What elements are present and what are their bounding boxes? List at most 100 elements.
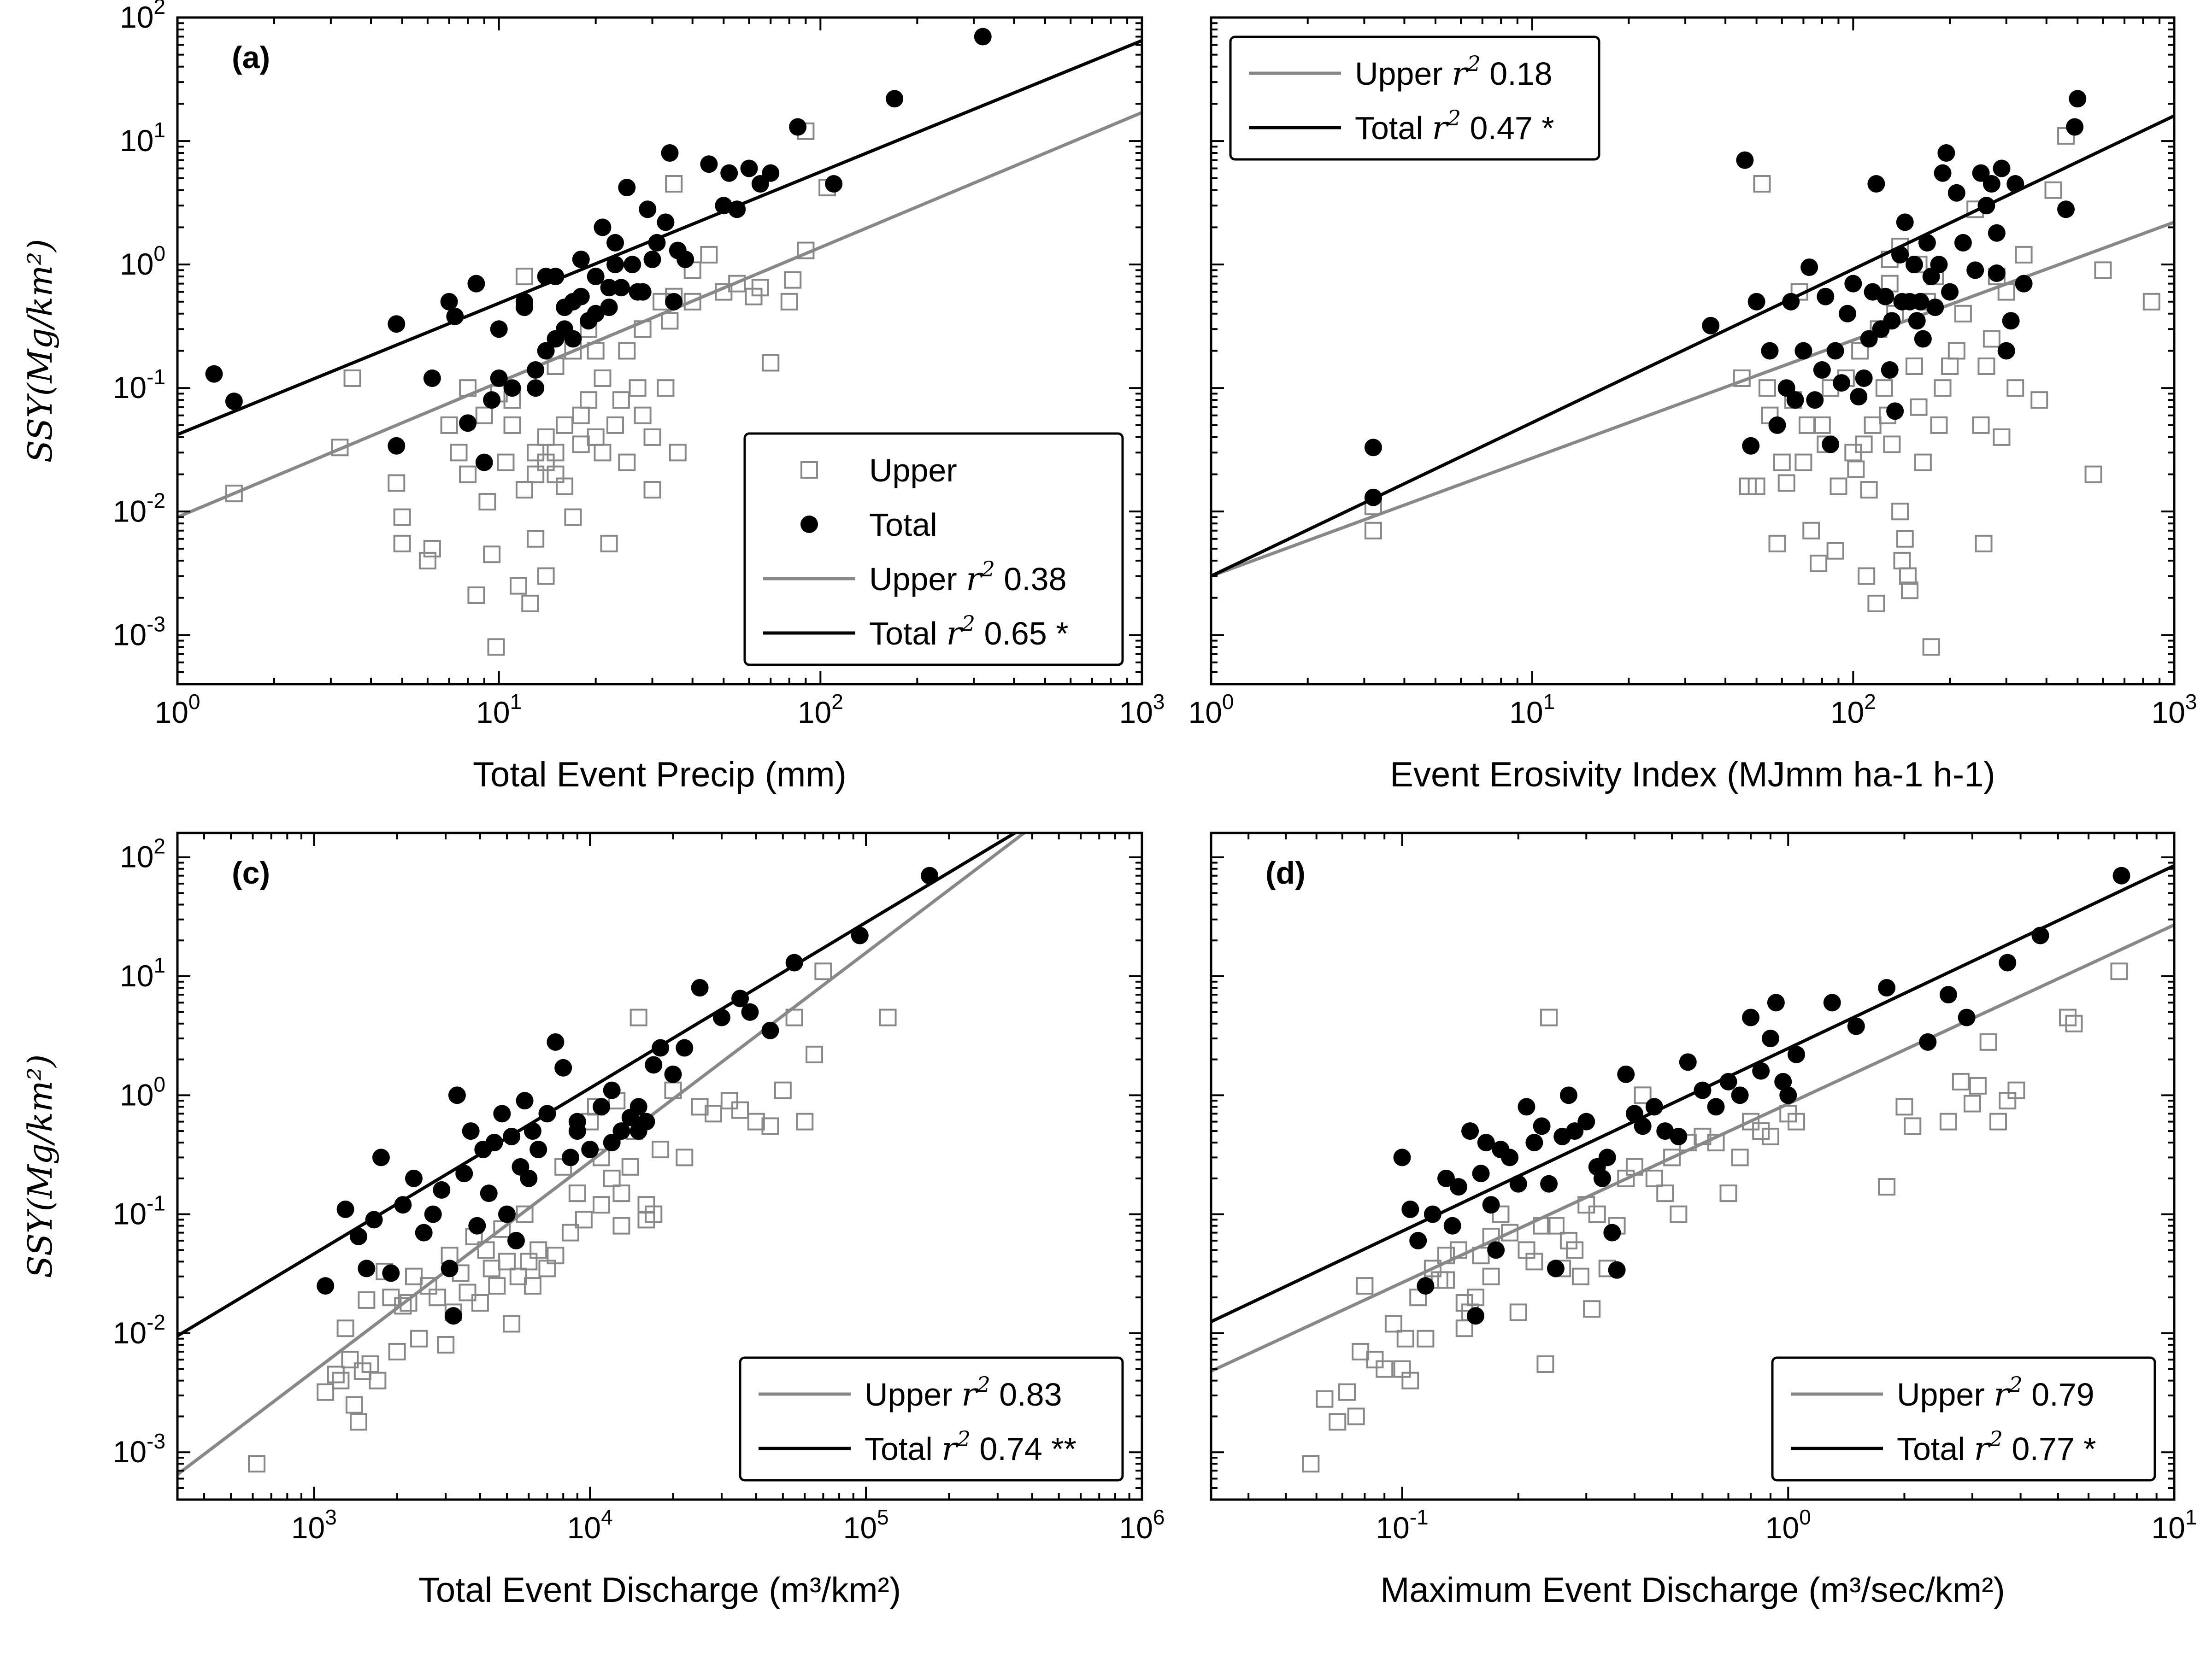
upper-point	[1571, 1267, 1589, 1285]
upper-point	[705, 1105, 723, 1123]
total-point	[1477, 1134, 1495, 1152]
total-point	[1941, 283, 1959, 301]
total-point	[405, 1169, 423, 1187]
total-point	[1707, 1098, 1725, 1116]
upper-point	[498, 1253, 516, 1271]
upper-point	[594, 369, 612, 387]
upper-point	[747, 1113, 765, 1131]
total-point	[372, 1149, 390, 1166]
total-point	[490, 320, 508, 338]
upper-point	[761, 1117, 779, 1135]
total-point	[639, 200, 657, 218]
total-point	[527, 379, 545, 397]
total-point	[1742, 437, 1760, 455]
legend-box	[743, 432, 1124, 666]
upper-point	[593, 1196, 611, 1214]
upper-point	[459, 465, 477, 483]
upper-point	[388, 474, 406, 492]
total-point	[1566, 1122, 1584, 1140]
total-point	[483, 391, 501, 409]
upper-point	[1536, 1355, 1554, 1373]
total-point	[564, 330, 582, 348]
x-tick-label: 105	[843, 1505, 889, 1545]
total-point	[446, 307, 464, 325]
upper-point	[537, 428, 555, 446]
total-point	[1813, 361, 1831, 379]
total-point	[498, 1205, 516, 1223]
total-point	[1401, 1200, 1419, 1218]
total-point	[480, 1184, 498, 1202]
total-point	[2031, 926, 2049, 944]
upper-point	[643, 481, 661, 499]
total-point	[612, 1122, 630, 1140]
total-point	[1409, 1231, 1427, 1249]
total-point	[1954, 234, 1972, 252]
upper-point	[1867, 594, 1885, 612]
total-point	[1472, 1165, 1490, 1183]
total-point	[657, 213, 675, 231]
total-point	[1767, 994, 1785, 1012]
upper-point	[665, 175, 683, 193]
total-point	[661, 144, 679, 162]
legend-circle-icon	[800, 516, 818, 533]
upper-point	[556, 416, 574, 434]
total-point	[440, 293, 458, 311]
total-point	[720, 164, 738, 182]
upper-point	[575, 1211, 593, 1229]
upper-point	[524, 1277, 541, 1295]
upper-point	[661, 312, 679, 330]
total-point	[423, 369, 441, 387]
upper-point	[1864, 416, 1882, 434]
legend: Upper r2 0.83 Total r2 0.74 **	[739, 1356, 1124, 1482]
total-point	[2002, 312, 2020, 330]
upper-point	[1910, 398, 1928, 416]
total-point	[665, 293, 683, 311]
upper-point	[327, 1366, 345, 1383]
legend-label: Total r2 0.47 *	[1355, 106, 1554, 147]
y-tick-label: 10-1	[113, 365, 165, 404]
upper-point	[483, 545, 501, 563]
total-point	[441, 1260, 459, 1278]
upper-point	[1999, 1092, 2017, 1110]
upper-point	[1904, 1117, 1922, 1135]
total-point	[1786, 391, 1804, 409]
total-point	[1509, 1175, 1527, 1193]
total-point	[1559, 1086, 1577, 1104]
total-point	[1847, 1017, 1865, 1035]
total-point	[629, 283, 647, 301]
x-axis-label: Maximum Event Discharge (m³/sec/km²)	[1380, 1571, 2005, 1610]
panel-c: 10-3 10-2 10-1 100 101 102 103 104 105 106 (c) Tota…	[21, 832, 1165, 1610]
upper-point	[2059, 1008, 2077, 1026]
total-point	[516, 1092, 534, 1110]
upper-point	[1893, 551, 1911, 569]
upper-point	[317, 1383, 335, 1401]
x-tick-label: 102	[1830, 690, 1876, 729]
total-point	[1768, 416, 1786, 434]
upper-point	[475, 406, 493, 424]
y-tick-label: 100	[120, 1072, 165, 1112]
upper-point	[345, 1396, 363, 1414]
total-point	[1838, 305, 1856, 322]
x-tick-label: 104	[567, 1505, 613, 1545]
upper-point	[2094, 261, 2112, 279]
upper-point	[1952, 1073, 1970, 1090]
total-point	[2015, 275, 2033, 293]
upper-point	[600, 534, 618, 552]
y-tick-label: 10-3	[113, 612, 165, 651]
upper-point	[1891, 503, 1909, 521]
total-point	[593, 1098, 611, 1116]
upper-point	[1768, 534, 1786, 552]
total-point	[572, 251, 590, 269]
total-point	[700, 155, 718, 173]
total-point	[761, 1021, 779, 1039]
upper-point	[1798, 416, 1816, 434]
upper-point	[1963, 1095, 1981, 1113]
upper-point	[1547, 1217, 1565, 1235]
total-point	[1364, 439, 1382, 457]
plot-area	[1211, 90, 2174, 656]
upper-point	[515, 481, 533, 499]
upper-point	[1329, 1413, 1347, 1431]
upper-point	[547, 444, 565, 462]
upper-point	[2044, 181, 2062, 199]
upper-point	[629, 1008, 647, 1026]
